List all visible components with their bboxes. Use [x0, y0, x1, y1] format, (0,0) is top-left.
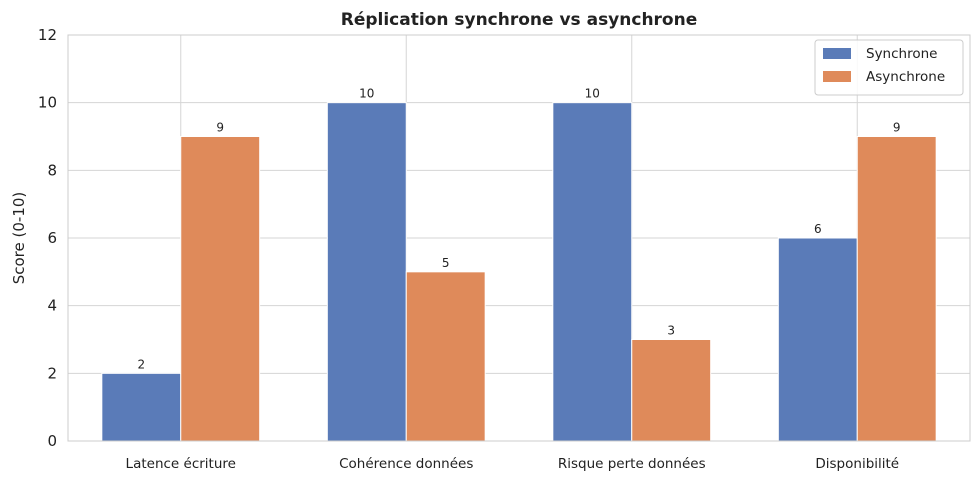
x-tick-label: Cohérence données: [339, 456, 473, 472]
data-label: 9: [216, 121, 224, 135]
bar-asynchrone-latence-ecriture: [180, 136, 261, 442]
data-label: 9: [893, 121, 901, 135]
data-label: 2: [137, 357, 145, 371]
chart-title: Réplication synchrone vs asynchrone: [341, 10, 698, 30]
y-axis-label: Score (0-10): [10, 192, 28, 285]
y-tick-label: 8: [47, 161, 57, 179]
y-tick-label: 12: [38, 26, 57, 44]
y-tick-label: 0: [47, 432, 57, 450]
y-tick-label: 4: [47, 297, 57, 315]
legend-box: [814, 39, 964, 96]
x-tick-label: Latence écriture: [126, 456, 236, 472]
legend-swatch-asynchrone: [823, 71, 851, 82]
legend-label-asynchrone: Asynchrone: [866, 69, 945, 85]
legend: Synchrone Asynchrone: [814, 39, 964, 96]
y-tick-label: 2: [47, 364, 57, 382]
legend-swatch-synchrone: [823, 48, 851, 59]
bars-group: [101, 102, 937, 442]
x-tick-label: Risque perte données: [558, 456, 706, 472]
plot-frame: [67, 34, 971, 442]
bar-synchrone-risque-perte-donnees: [552, 102, 633, 442]
data-label: 10: [359, 87, 374, 101]
data-label: 5: [442, 256, 450, 270]
bar-asynchrone-coherence-donnees: [405, 271, 486, 442]
bar-asynchrone-disponibilite: [856, 136, 937, 442]
data-label: 6: [814, 222, 822, 236]
legend-label-synchrone: Synchrone: [866, 46, 937, 62]
bar-synchrone-disponibilite: [777, 237, 858, 442]
bar-synchrone-coherence-donnees: [326, 102, 407, 442]
x-axis-ticks: Latence écriture Cohérence données Risque …: [126, 456, 900, 472]
bar-asynchrone-risque-perte-donnees: [631, 339, 712, 442]
x-tick-label: Disponibilité: [815, 456, 899, 472]
bar-synchrone-latence-ecriture: [101, 372, 182, 442]
y-tick-label: 10: [38, 94, 57, 112]
data-label: 10: [585, 87, 600, 101]
data-label: 3: [667, 324, 675, 338]
y-tick-label: 6: [47, 229, 57, 247]
y-axis-ticks: 0 2 4 6 8 10 12: [38, 26, 57, 450]
data-labels-group: 2 10 10 6 9 5 3 9: [137, 87, 900, 372]
